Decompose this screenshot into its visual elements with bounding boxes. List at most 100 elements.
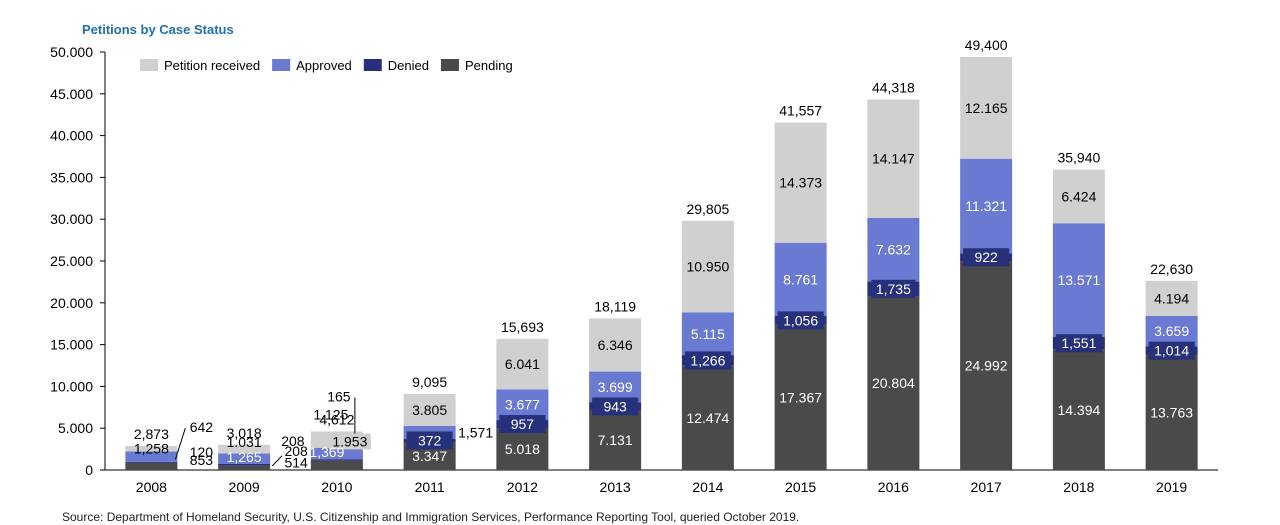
data-label-bg xyxy=(684,351,731,370)
bar-segment-denied xyxy=(218,463,271,466)
data-label-pending: 17.367 xyxy=(779,389,822,405)
bar-segment-approved xyxy=(496,389,549,421)
data-label-pending: 24.992 xyxy=(965,358,1008,374)
x-tick-label: 2015 xyxy=(785,479,816,495)
data-label-denied: 208 xyxy=(284,443,308,459)
bar-segment-pending xyxy=(125,462,178,470)
data-label-pending: 13.763 xyxy=(1150,404,1193,420)
data-label-petition-received: 642 xyxy=(190,419,214,435)
x-tick-label: 2013 xyxy=(600,479,631,495)
total-label: 44,318 xyxy=(872,80,915,96)
bar-segment-petition-received xyxy=(681,220,734,313)
bar-segment-petition-received xyxy=(589,318,642,372)
data-label-approved: 7.632 xyxy=(876,242,911,258)
x-tick-label: 2011 xyxy=(415,479,445,495)
x-tick-label: 2012 xyxy=(507,479,538,495)
data-label-pending: 853 xyxy=(190,452,214,468)
bar-segment-pending xyxy=(681,365,734,470)
x-tick-label: 2017 xyxy=(971,479,1002,495)
y-tick-label: 10.000 xyxy=(50,378,93,394)
data-label-pending: 514 xyxy=(284,455,308,471)
data-label-petition-received: 6.346 xyxy=(598,337,633,353)
legend-swatch-approved xyxy=(272,59,291,71)
data-label-approved: 5.115 xyxy=(691,326,725,342)
bar-segment-approved xyxy=(589,371,642,403)
data-label-approved: 1,571 xyxy=(458,424,493,440)
y-tick-label: 50.000 xyxy=(50,44,93,60)
bar-segment-approved xyxy=(125,451,178,462)
bar-segment-petition-received xyxy=(1052,169,1105,224)
x-tick-label: 2008 xyxy=(136,479,167,495)
data-label-petition-received: 10.950 xyxy=(686,259,729,275)
data-label-denied: 943 xyxy=(603,398,627,414)
data-label-pending: 3.347 xyxy=(412,448,447,464)
data-label-pending: 12.474 xyxy=(686,410,729,426)
total-label: 15,693 xyxy=(501,319,544,335)
legend-label-pending: Pending xyxy=(465,58,513,73)
data-label-denied: 1,014 xyxy=(1154,343,1189,359)
data-label-pending: 7.131 xyxy=(598,432,633,448)
bar-segment-approved xyxy=(774,242,827,316)
data-label-petition-received: 1.031 xyxy=(227,434,262,450)
bar-segment-pending xyxy=(867,296,920,470)
legend-label-denied: Denied xyxy=(388,58,429,73)
data-label-bg xyxy=(328,433,371,450)
total-label: 3,018 xyxy=(227,425,262,441)
y-tick-label: 5.000 xyxy=(58,420,93,436)
total-label: 18,119 xyxy=(594,299,636,315)
x-tick-label: 2019 xyxy=(1156,479,1187,495)
legend-swatch-denied xyxy=(363,59,382,71)
bar-segment-pending xyxy=(310,460,363,470)
bar-segment-petition-received xyxy=(1145,280,1198,316)
data-label-petition-received: 3.805 xyxy=(412,402,447,418)
data-label-denied: 957 xyxy=(511,416,535,432)
total-label: 41,557 xyxy=(779,103,822,119)
data-label-petition-received: 6.041 xyxy=(505,356,540,372)
data-label-petition-received: 1.953 xyxy=(332,433,367,449)
data-label-petition-received: 12.165 xyxy=(965,100,1008,116)
data-label-denied: 1,551 xyxy=(1061,335,1096,351)
bar-segment-denied xyxy=(310,459,363,461)
data-label-approved: 1,369 xyxy=(309,444,344,460)
data-label-petition-received: 14.147 xyxy=(872,151,915,167)
total-label: 49,400 xyxy=(965,37,1008,53)
bar-segment-petition-received xyxy=(496,338,549,390)
data-label-approved: 11.321 xyxy=(965,198,1007,214)
total-label: 9,095 xyxy=(412,374,447,390)
chart-title: Petitions by Case Status xyxy=(82,22,234,37)
data-label-denied: 372 xyxy=(418,432,442,448)
bar-segment-petition-received xyxy=(774,122,827,243)
y-tick-label: 35.000 xyxy=(50,169,93,185)
data-label-approved: 13.571 xyxy=(1057,272,1100,288)
y-tick-label: 20.000 xyxy=(50,295,93,311)
leader-line xyxy=(174,427,186,460)
total-label: 29,805 xyxy=(686,201,729,217)
bar-segment-petition-received xyxy=(867,99,920,218)
legend-swatch-pending xyxy=(440,59,459,71)
bar-segment-pending xyxy=(774,324,827,470)
y-tick-label: 25.000 xyxy=(50,253,93,269)
data-label-approved: 1,265 xyxy=(227,449,262,465)
data-label-bg xyxy=(777,311,824,330)
legend-swatch-petition-received xyxy=(140,59,158,71)
data-label-bg xyxy=(963,248,1010,267)
legend-label-approved: Approved xyxy=(296,58,352,73)
bar-segment-petition-received xyxy=(403,393,456,426)
data-label-denied: 922 xyxy=(974,249,998,265)
total-label: 2,873 xyxy=(134,426,169,442)
data-label-other: 208 xyxy=(281,433,305,449)
y-tick-label: 0 xyxy=(85,462,93,478)
data-label-bg xyxy=(499,415,546,434)
bar-segment-approved xyxy=(1052,223,1105,337)
x-tick-label: 2009 xyxy=(229,479,260,495)
bar-segment-pending xyxy=(1052,349,1105,470)
data-label-bg xyxy=(1148,341,1195,360)
bar-segment-pending xyxy=(496,428,549,470)
bar-segment-petition-received xyxy=(960,57,1013,159)
total-label: 35,940 xyxy=(1057,150,1100,166)
data-label-approved: 3.659 xyxy=(1154,323,1189,339)
data-label-pending: 14.394 xyxy=(1057,402,1100,418)
data-label-denied: 1,056 xyxy=(783,312,818,328)
bar-segment-approved xyxy=(310,447,363,460)
